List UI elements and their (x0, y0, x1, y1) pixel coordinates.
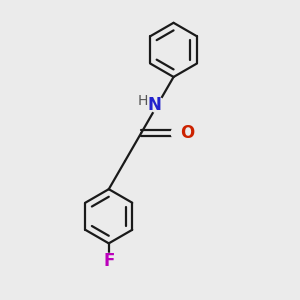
Circle shape (171, 125, 187, 141)
Text: H: H (138, 94, 148, 109)
Circle shape (101, 254, 116, 269)
Circle shape (150, 98, 165, 113)
Text: N: N (148, 96, 161, 114)
Text: F: F (103, 252, 115, 270)
Text: O: O (181, 124, 195, 142)
